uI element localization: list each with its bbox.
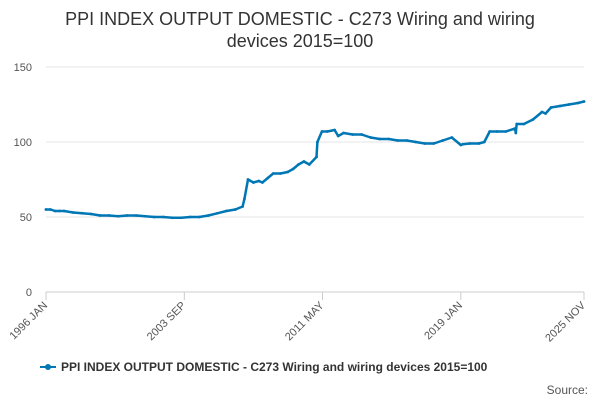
data-point	[567, 103, 571, 106]
data-point	[215, 211, 219, 215]
data-point	[369, 136, 373, 139]
data-point	[224, 209, 228, 213]
data-point	[252, 181, 255, 184]
data-point	[246, 178, 250, 181]
data-point	[504, 130, 508, 133]
data-point	[522, 122, 526, 126]
data-point	[482, 140, 486, 144]
data-point	[62, 209, 66, 213]
data-point	[531, 118, 535, 121]
data-point	[488, 130, 492, 133]
data-point	[49, 208, 52, 211]
data-point	[89, 212, 93, 216]
data-point	[134, 214, 138, 217]
data-point	[540, 110, 544, 114]
data-point	[307, 163, 311, 166]
data-point	[80, 211, 84, 215]
data-point	[152, 215, 156, 219]
data-point	[286, 170, 290, 174]
data-point	[107, 214, 111, 217]
data-point	[241, 205, 244, 208]
data-point	[44, 208, 48, 211]
data-point	[544, 112, 547, 115]
data-point	[576, 101, 580, 105]
data-point	[495, 130, 499, 133]
data-point	[432, 142, 436, 145]
data-point	[336, 134, 340, 138]
data-point	[302, 160, 306, 163]
data-point	[342, 131, 345, 135]
data-point	[58, 209, 61, 213]
data-point	[514, 131, 518, 135]
data-point	[513, 127, 517, 130]
data-point	[396, 139, 400, 142]
x-tick-label: 2025 NOV	[543, 299, 588, 344]
data-point	[549, 106, 553, 109]
data-point	[188, 215, 192, 219]
legend-line-marker-icon	[40, 362, 56, 372]
data-point	[197, 215, 201, 219]
y-tick-label: 50	[20, 212, 32, 224]
data-point	[261, 181, 264, 184]
chart-title-line-1: PPI INDEX OUTPUT DOMESTIC - C273 Wiring …	[65, 9, 535, 29]
data-point	[387, 137, 391, 141]
data-point	[316, 140, 319, 144]
data-point	[71, 211, 75, 214]
legend[interactable]: PPI INDEX OUTPUT DOMESTIC - C273 Wiring …	[40, 360, 487, 374]
data-point	[515, 122, 519, 126]
data-point	[325, 130, 329, 133]
data-point	[360, 133, 364, 136]
data-point	[242, 197, 246, 201]
source-label: Source:	[546, 383, 588, 397]
data-point	[320, 130, 324, 133]
data-point	[170, 216, 174, 220]
data-point	[378, 137, 382, 141]
y-tick-label: 150	[14, 62, 32, 74]
data-point	[125, 214, 129, 217]
legend-label: PPI INDEX OUTPUT DOMESTIC - C273 Wiring …	[61, 360, 488, 374]
y-tick-label: 100	[14, 137, 32, 149]
data-point	[233, 208, 237, 211]
x-tick-label: 2003 SEP	[145, 300, 189, 344]
data-point	[291, 167, 295, 171]
data-point	[468, 142, 472, 145]
data-point	[414, 140, 418, 144]
data-point	[297, 163, 300, 166]
data-point	[161, 215, 165, 219]
data-point	[558, 104, 562, 108]
data-point	[206, 214, 210, 217]
data-point	[450, 136, 454, 139]
chart-title-line-2: devices 2015=100	[226, 31, 374, 51]
data-point	[257, 179, 261, 183]
data-point	[477, 142, 481, 145]
data-point	[116, 214, 120, 218]
data-point	[266, 176, 270, 180]
data-point	[441, 139, 445, 142]
data-point	[315, 155, 318, 159]
data-point	[582, 100, 586, 103]
data-point	[279, 172, 282, 175]
data-point	[333, 128, 336, 132]
data-point	[461, 142, 465, 146]
data-point	[271, 172, 275, 175]
data-point	[143, 214, 147, 218]
x-tick-label: 1996 JAN	[7, 300, 50, 343]
data-point	[179, 216, 183, 220]
data-point	[423, 142, 427, 145]
data-point	[405, 139, 409, 142]
data-point	[98, 214, 102, 217]
data-point	[53, 209, 57, 213]
series-line	[44, 100, 586, 220]
x-tick-label: 2019 JAN	[422, 300, 465, 343]
x-tick-label: 2011 MAY	[283, 299, 327, 343]
y-tick-label: 0	[26, 287, 32, 299]
data-point	[351, 133, 355, 136]
